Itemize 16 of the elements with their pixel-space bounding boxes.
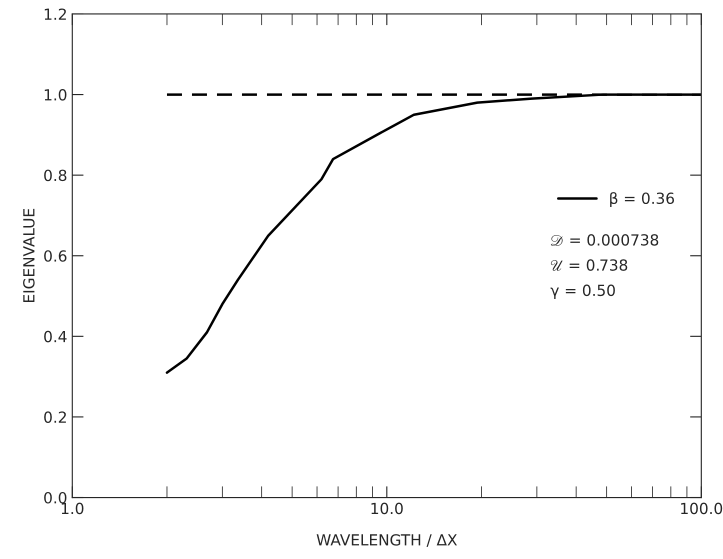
y-tick-label: 0.2 <box>44 411 66 423</box>
legend-label: β = 0.36 <box>610 192 674 208</box>
annotation: 𝒟 = 0.000738 <box>550 234 658 246</box>
x-axis-title: WAVELENGTH / ΔX <box>316 534 457 547</box>
annotation: 𝒰 = 0.738 <box>550 259 628 271</box>
y-tick-label: 1.2 <box>44 8 66 20</box>
x-tick-label: 1.0 <box>62 502 84 514</box>
y-tick-label: 0.4 <box>44 330 67 342</box>
x-tick-label: 10.0 <box>371 502 403 514</box>
annotation: γ = 0.50 <box>550 284 615 300</box>
y-axis-title: EIGENVALUE <box>23 208 35 302</box>
y-tick-label: 0.6 <box>44 250 66 262</box>
y-tick-label: 0.8 <box>44 170 66 182</box>
x-tick-label: 100.0 <box>681 502 722 514</box>
y-tick-label: 0.0 <box>44 492 66 504</box>
y-tick-label: 1.0 <box>44 89 66 101</box>
